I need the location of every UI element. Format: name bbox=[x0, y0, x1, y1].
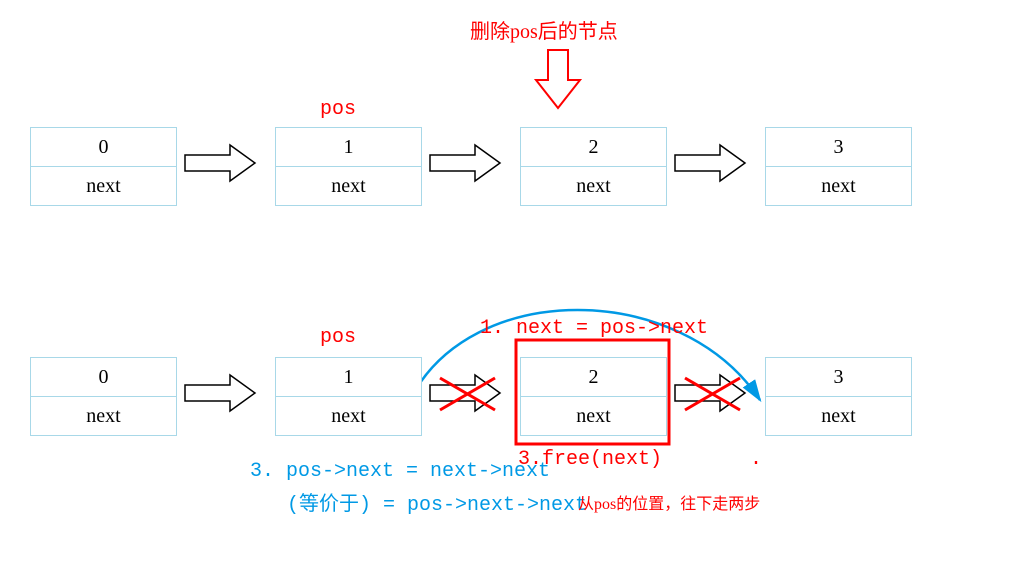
step3-line2: (等价于) = pos->next->next bbox=[287, 487, 587, 517]
row1-node-2: 2 next bbox=[520, 127, 667, 206]
row2-node-0-next: next bbox=[31, 396, 176, 435]
row2-node-2-next: next bbox=[521, 396, 666, 435]
row1-node-1-val: 1 bbox=[276, 128, 421, 166]
row2-node-2-val: 2 bbox=[521, 358, 666, 396]
step3-note: 从pos的位置，往下走两步 bbox=[578, 490, 760, 514]
row1-node-1-next: next bbox=[276, 166, 421, 205]
row2-node-0: 0 next bbox=[30, 357, 177, 436]
row1-node-3-val: 3 bbox=[766, 128, 911, 166]
row2-node-3-val: 3 bbox=[766, 358, 911, 396]
row2-node-1-next: next bbox=[276, 396, 421, 435]
row1-node-2-val: 2 bbox=[521, 128, 666, 166]
row1-node-0-val: 0 bbox=[31, 128, 176, 166]
row2-node-0-val: 0 bbox=[31, 358, 176, 396]
row1-node-1: 1 next bbox=[275, 127, 422, 206]
row1-node-3-next: next bbox=[766, 166, 911, 205]
red-dot: . bbox=[750, 448, 762, 471]
row1-pos-label: pos bbox=[320, 98, 356, 121]
row2-node-3-next: next bbox=[766, 396, 911, 435]
title-text: 删除pos后的节点 bbox=[470, 15, 618, 44]
row2-node-1: 1 next bbox=[275, 357, 422, 436]
row2-node-1-val: 1 bbox=[276, 358, 421, 396]
row2-node-3: 3 next bbox=[765, 357, 912, 436]
row2-node-2: 2 next bbox=[520, 357, 667, 436]
step3-line1: 3. pos->next = next->next bbox=[250, 460, 550, 483]
row2-pos-label: pos bbox=[320, 326, 356, 349]
row1-node-0-next: next bbox=[31, 166, 176, 205]
row1-node-0: 0 next bbox=[30, 127, 177, 206]
row1-node-2-next: next bbox=[521, 166, 666, 205]
row1-node-3: 3 next bbox=[765, 127, 912, 206]
step1-text: 1. next = pos->next bbox=[480, 317, 708, 340]
title-down-arrow bbox=[536, 50, 580, 108]
